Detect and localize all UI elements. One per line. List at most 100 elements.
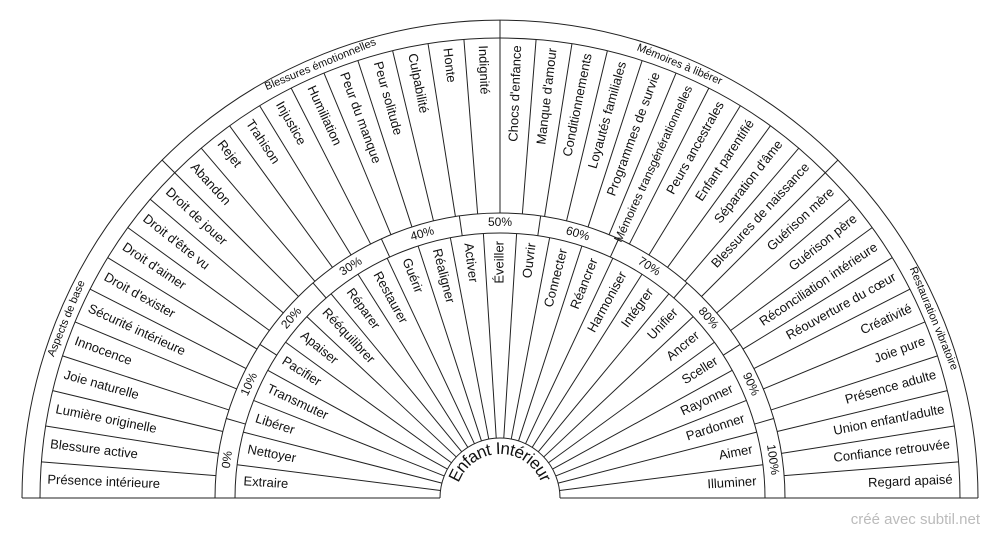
sector-line bbox=[127, 227, 270, 331]
sector-line bbox=[784, 461, 959, 477]
inner-label: Intégrer bbox=[618, 285, 657, 331]
percent-tick bbox=[312, 282, 327, 299]
sector-line bbox=[149, 198, 284, 314]
sector-line bbox=[392, 50, 434, 221]
percent-label: 40% bbox=[409, 223, 436, 243]
sector-line bbox=[427, 43, 456, 217]
outer-label: Manque d'amour bbox=[533, 46, 559, 145]
outer-label: Confiance retrouvée bbox=[833, 436, 951, 465]
sector-line bbox=[701, 172, 826, 297]
group-label: Restauration vibratoire bbox=[907, 265, 960, 372]
sector-line bbox=[503, 233, 518, 439]
inner-label: Activer bbox=[461, 242, 481, 284]
sector-line bbox=[45, 425, 219, 454]
outer-label: Injustice bbox=[273, 99, 309, 148]
inner-label: Illuminer bbox=[707, 473, 758, 491]
sector-line bbox=[323, 72, 392, 235]
sector-line bbox=[777, 390, 948, 432]
group-line bbox=[824, 159, 839, 174]
sector-line bbox=[386, 258, 475, 444]
sector-line bbox=[306, 316, 457, 458]
percent-tick bbox=[673, 282, 688, 299]
outer-label: Regard apaisé bbox=[868, 472, 953, 490]
percent-label: 20% bbox=[278, 304, 305, 332]
group-line bbox=[161, 159, 176, 174]
percent-tick bbox=[458, 215, 463, 236]
sector-line bbox=[259, 105, 352, 256]
sector-line bbox=[566, 50, 608, 221]
inner-label: Extraire bbox=[243, 473, 289, 491]
sector-line bbox=[543, 316, 694, 458]
inner-label: Réancrer bbox=[567, 255, 601, 311]
sector-line bbox=[290, 87, 372, 245]
inner-label: Nettoyer bbox=[246, 441, 298, 465]
sector-line bbox=[52, 390, 223, 432]
inner-label: Connecter bbox=[541, 246, 571, 308]
outer-label: Honte bbox=[440, 47, 459, 83]
inner-label: Pardonner bbox=[684, 410, 747, 443]
sector-line bbox=[559, 464, 763, 491]
percent-label: 0% bbox=[219, 450, 235, 469]
sector-line bbox=[518, 245, 583, 442]
outer-label: Culpabilité bbox=[405, 52, 432, 114]
sector-line bbox=[548, 341, 715, 464]
sector-line bbox=[463, 39, 479, 214]
inner-label: Ancrer bbox=[663, 327, 703, 363]
percent-label: 100% bbox=[764, 443, 782, 476]
outer-label: Abandon bbox=[188, 160, 234, 208]
percent-label: 80% bbox=[696, 304, 723, 332]
sector-line bbox=[770, 355, 938, 411]
ring bbox=[439, 437, 561, 499]
outer-label: Conditionnements bbox=[560, 52, 595, 158]
sector-line bbox=[742, 257, 893, 350]
sector-line bbox=[74, 321, 237, 390]
inner-label: Unifier bbox=[644, 304, 681, 342]
outer-label: Joie naturelle bbox=[62, 367, 140, 402]
percent-tick bbox=[722, 344, 741, 356]
outer-label: Innocence bbox=[73, 333, 134, 368]
sector-line bbox=[482, 233, 497, 439]
outer-label: Chocs d'enfance bbox=[505, 45, 524, 142]
sector-line bbox=[41, 461, 216, 477]
outer-label: Lumière originelle bbox=[54, 401, 158, 436]
sector-line bbox=[608, 72, 677, 235]
inner-label: Sceller bbox=[679, 353, 721, 387]
sector-line bbox=[417, 245, 482, 442]
sector-line bbox=[243, 431, 443, 484]
percent-tick bbox=[259, 344, 278, 356]
percent-label: 50% bbox=[488, 215, 512, 229]
sector-line bbox=[781, 425, 955, 454]
sector-line bbox=[521, 39, 537, 214]
outer-label: Trahison bbox=[243, 117, 283, 167]
sector-line bbox=[285, 341, 452, 464]
outer-label: Présence intérieure bbox=[47, 472, 160, 491]
sector-line bbox=[237, 464, 441, 491]
sector-line bbox=[557, 431, 757, 484]
sector-line bbox=[587, 60, 643, 228]
outer-label: Présence adulte bbox=[843, 367, 937, 407]
sector-line bbox=[62, 355, 230, 411]
sector-line bbox=[267, 369, 448, 470]
outer-label: Peur solitude bbox=[371, 60, 406, 137]
sector-line bbox=[667, 125, 771, 268]
inner-label: Apaiser bbox=[298, 328, 342, 368]
inner-label: Ouvrir bbox=[519, 241, 538, 279]
sector-line bbox=[449, 237, 490, 440]
sector-line bbox=[330, 293, 463, 453]
sector-line bbox=[544, 43, 573, 217]
sector-line bbox=[684, 147, 800, 282]
sector-line bbox=[89, 288, 247, 370]
sector-line bbox=[753, 288, 911, 370]
sector-line bbox=[525, 258, 614, 444]
center-label: Enfant Intérieur bbox=[445, 439, 554, 485]
percent-tick bbox=[754, 418, 774, 425]
sector-line bbox=[648, 105, 741, 256]
sector-line bbox=[357, 60, 413, 228]
sector-line bbox=[357, 273, 469, 448]
sector-line bbox=[510, 237, 551, 440]
sector-line bbox=[531, 273, 643, 448]
sector-line bbox=[716, 198, 851, 314]
percent-tick bbox=[226, 418, 246, 425]
outer-label: Rejet bbox=[214, 137, 245, 170]
